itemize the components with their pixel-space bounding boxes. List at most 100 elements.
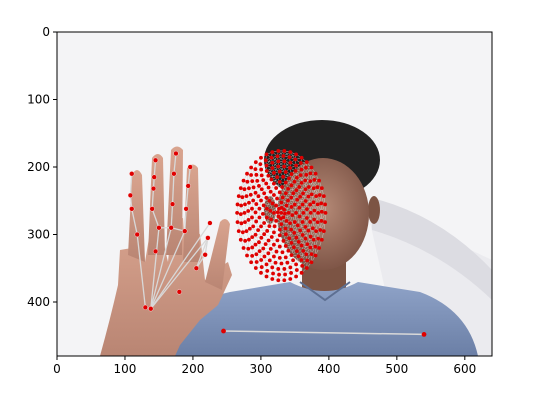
face-landmark-point (276, 164, 281, 169)
face-landmark-point (261, 211, 265, 216)
face-landmark-point (289, 183, 294, 188)
face-landmark-point (304, 160, 309, 165)
face-landmark-point (282, 267, 287, 271)
face-landmark-point (298, 161, 303, 165)
face-landmark-point (308, 220, 313, 224)
face-landmark-point (245, 179, 250, 184)
hand-connector (185, 185, 189, 209)
face-landmark-point (312, 178, 317, 182)
hand-landmark-point (156, 225, 162, 231)
face-landmark-point (257, 215, 262, 220)
face-landmark-point (239, 203, 244, 208)
hand-landmark-point (168, 225, 174, 231)
face-landmark-point (275, 210, 280, 215)
face-mesh (235, 149, 328, 283)
face-landmark-point (253, 190, 258, 195)
face-landmark-point (246, 246, 251, 251)
face-landmark-point (301, 248, 306, 253)
x-tick-label: 600 (453, 362, 476, 376)
face-landmark-point (273, 260, 278, 265)
hand-landmark-point (150, 186, 157, 192)
face-landmark-point (249, 165, 254, 170)
face-landmark-point (277, 272, 281, 277)
face-landmark-point (255, 178, 260, 183)
face-landmark-point (289, 172, 294, 176)
face-landmark-point (300, 233, 305, 237)
face-landmark-point (297, 205, 302, 210)
face-landmark-point (245, 171, 249, 176)
face-landmark-point (288, 265, 293, 270)
face-landmark-point (254, 219, 259, 224)
x-tick-label: 400 (317, 362, 340, 376)
face-landmark-point (236, 194, 241, 199)
face-landmark-point (282, 207, 287, 212)
face-landmark-point (317, 246, 321, 250)
hand-connector (173, 153, 177, 174)
face-landmark-point (261, 246, 266, 251)
face-landmark-point (259, 173, 264, 178)
face-landmark-point (250, 215, 254, 220)
face-landmark-point (244, 194, 249, 198)
face-landmark-point (308, 211, 313, 215)
face-landmark-point (283, 232, 288, 237)
face-landmark-point (263, 158, 268, 163)
face-landmark-point (305, 242, 310, 247)
face-landmark-point (264, 215, 269, 220)
face-landmark-point (278, 216, 283, 221)
face-landmark-point (238, 186, 243, 191)
face-landmark-point (270, 265, 275, 270)
hand-connector (153, 160, 157, 178)
hand-landmark-point (207, 220, 213, 226)
face-landmark-point (289, 240, 294, 245)
face-landmark-point (276, 267, 281, 271)
face-landmark-point (264, 181, 269, 186)
face-landmark-point (272, 230, 276, 235)
face-landmark-point (274, 186, 279, 190)
face-landmark-point (235, 202, 240, 207)
face-landmark-point (299, 243, 304, 248)
face-landmark-point (316, 236, 321, 241)
pose-landmark-point (221, 328, 226, 334)
face-landmark-point (241, 178, 246, 183)
hand-landmark-point (129, 171, 135, 177)
hand-connector (151, 208, 160, 228)
face-landmark-point (268, 189, 273, 194)
face-landmark-point (243, 202, 247, 207)
face-landmark-point (235, 220, 240, 224)
hand-landmark-point (149, 206, 155, 212)
face-landmark-point (319, 209, 324, 214)
y-tick-label: 100 (27, 93, 50, 107)
face-landmark-point (299, 180, 304, 185)
hand-connector (170, 204, 174, 228)
hand-connector (204, 237, 209, 255)
face-landmark-point (268, 208, 273, 213)
x-tick-label: 300 (249, 362, 272, 376)
hand-landmark-point (173, 150, 179, 157)
face-landmark-point (269, 217, 273, 222)
hand-landmark-point (152, 157, 159, 163)
face-landmark-point (323, 220, 327, 224)
face-landmark-point (254, 252, 259, 257)
face-landmark-point (303, 224, 308, 229)
hand-landmark-point (148, 306, 154, 312)
y-tick-label: 200 (27, 160, 50, 174)
face-landmark-point (300, 202, 305, 207)
hand-landmark-point (129, 206, 135, 212)
hand-landmark-point (202, 252, 208, 258)
face-landmark-point (253, 167, 258, 171)
face-landmark-point (259, 198, 263, 203)
face-landmark-point (293, 168, 298, 173)
hand-landmarks (127, 150, 213, 312)
face-landmark-point (286, 211, 291, 215)
face-landmark-point (283, 255, 288, 260)
hand-connector (187, 166, 191, 186)
face-landmark-point (282, 149, 287, 153)
hand-connector (171, 173, 175, 205)
face-landmark-point (275, 238, 280, 243)
face-landmark-point (250, 235, 255, 239)
face-landmark-point (266, 173, 271, 178)
face-landmark-point (242, 211, 247, 215)
face-landmark-point (247, 226, 252, 231)
hand-landmark-point (134, 231, 140, 238)
face-landmark-point (315, 202, 320, 207)
